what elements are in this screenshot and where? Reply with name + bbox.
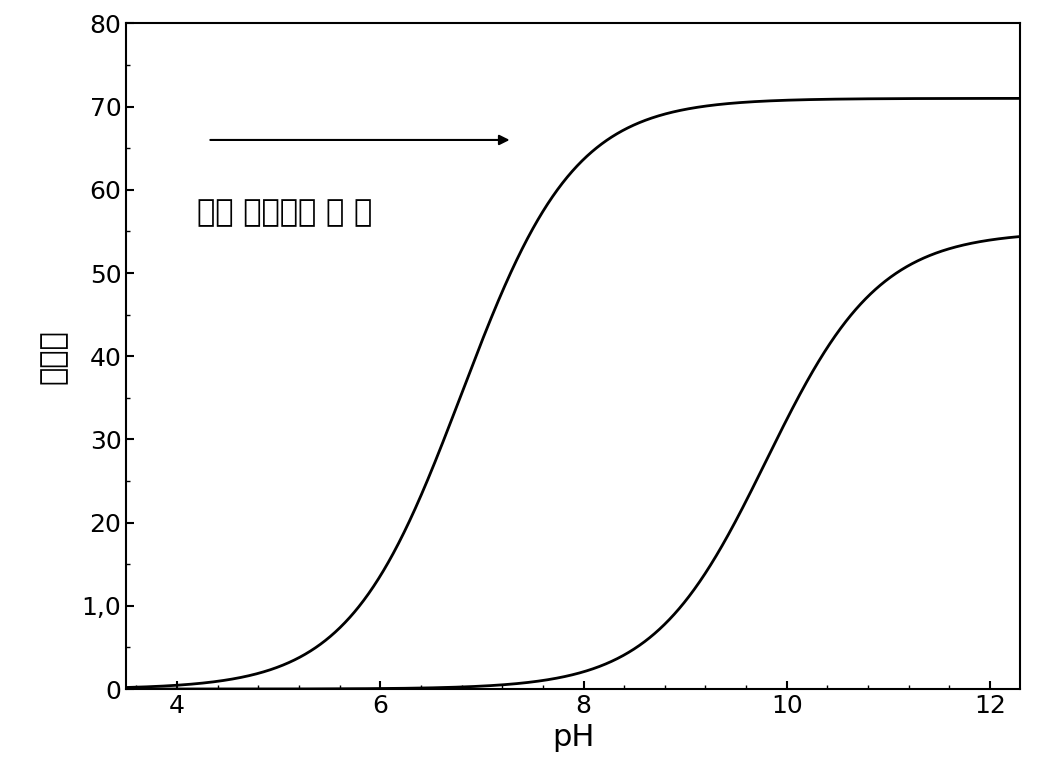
Text: 离子 单体含量 增 加: 离子 单体含量 增 加	[198, 198, 372, 227]
Y-axis label: 溶胀比: 溶胀比	[39, 329, 67, 384]
X-axis label: pH: pH	[552, 723, 594, 752]
